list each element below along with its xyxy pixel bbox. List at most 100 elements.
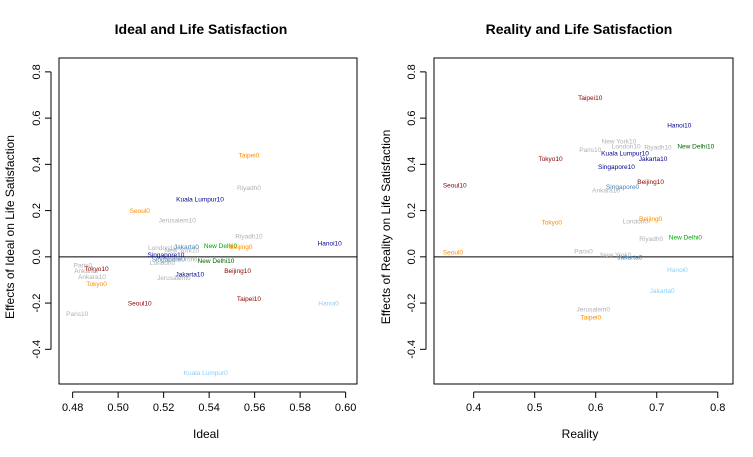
point-label: Beijing10 [224,268,251,275]
x-axis-label-reality: Reality [562,427,599,441]
point-label: London0 [623,219,649,226]
y-tick-label: 0.0 [406,249,418,264]
y-axis-label-reality: Effects of Reality on Life Satisfaction [379,130,393,325]
plot-frame-reality [433,57,734,385]
point-label: Paris0 [74,262,93,269]
y-axis-label-ideal: Effects of Ideal on Life Satisfaction [3,135,17,319]
point-label: Jakarta0 [617,254,642,261]
point-label: Tokyo10 [84,266,109,273]
point-label: New Delhi10 [677,143,714,150]
x-tick-label: 0.52 [153,402,174,414]
point-label: Taipei10 [237,296,262,303]
point-label: Paris0 [574,249,593,256]
point-label: Kuala Lumpur0 [184,370,228,377]
x-tick-label: 0.4 [466,402,481,414]
y-tick-label: 0.6 [406,110,418,125]
point-label: Jerusalem10 [159,217,197,224]
point-label: London10 [148,245,177,252]
y-axis-ideal: -0.4 -0.2 0.0 0.2 0.4 0.6 0.8 [31,64,52,359]
point-label: Singapore10 [598,164,635,171]
y-tick-label: 0.0 [31,249,43,264]
point-label: Seoul10 [443,183,467,190]
point-label: Paris10 [66,311,88,318]
x-tick-label: 0.8 [710,402,725,414]
point-label: Hanoi0 [318,301,339,308]
y-tick-label: 0.6 [31,110,43,125]
point-label: Tokyo0 [541,220,562,227]
x-tick-label: 0.5 [527,402,542,414]
point-label: Tokyo10 [538,156,563,163]
point-label: Taipei10 [578,95,603,102]
point-label: Seoul0 [130,208,151,215]
point-label: Hanoi10 [318,240,343,247]
x-tick-label: 0.54 [198,402,219,414]
point-label: Seoul0 [443,250,464,257]
point-label: Kuala Lumpur10 [176,197,224,204]
x-axis-label-ideal: Ideal [193,427,219,441]
point-label: Jakarta10 [176,272,205,279]
point-label: Singapore10 [147,252,184,259]
point-label: New York0 [600,252,631,259]
point-label: Tokyo0 [86,281,107,288]
points-reality: Taipei10 Hanoi10 New York10 New Delhi10 Riya… [443,95,715,322]
x-tick-label: 0.60 [335,402,356,414]
y-tick-label: 0.2 [31,203,43,218]
point-label: Paris10 [579,147,601,154]
x-axis-ideal: 0.48 0.50 0.52 0.54 0.56 0.58 0.60 [62,391,356,414]
panel-ideal: Ideal and Life Satisfaction 0.48 0.50 0.52… [3,21,358,441]
point-label: Ankara10 [78,274,106,281]
y-tick-label: 0.8 [31,64,43,79]
point-label: Hanoi0 [667,267,688,274]
chart-title-reality: Reality and Life Satisfaction [486,21,673,37]
x-tick-label: 0.58 [289,402,310,414]
point-label: New York10 [602,139,637,146]
point-label: Jerusalem0 [157,275,191,282]
point-label: Beijing0 [639,216,663,223]
point-label: Singapore0 [152,257,186,264]
point-label: New Delhi0 [204,243,238,250]
x-tick-label: 0.48 [62,402,83,414]
y-tick-label: 0.2 [406,203,418,218]
point-label: Ankara10 [592,187,620,194]
point-label: Beijing10 [637,179,664,186]
point-label: Beijing0 [229,244,253,251]
x-axis-reality: 0.4 0.5 0.6 0.7 0.8 [466,391,725,414]
chart-title-ideal: Ideal and Life Satisfaction [115,21,288,37]
x-tick-label: 0.6 [588,402,603,414]
x-tick-label: 0.7 [649,402,664,414]
point-label: London10 [612,143,641,150]
point-label: Taipei0 [239,153,260,160]
point-label: Jakarta10 [639,156,668,163]
y-axis-reality: -0.4 -0.2 0.0 0.2 0.4 0.6 0.8 [406,64,427,359]
point-label: Ankara0 [74,268,99,275]
point-label: Singapore0 [606,184,640,191]
point-label: Jakarta0 [650,288,675,295]
y-tick-label: 0.4 [406,157,418,172]
point-label: Riyadh0 [639,236,663,243]
plot-frame-ideal [58,57,358,385]
point-label: New Delhi10 [198,258,235,265]
y-tick-label: -0.4 [31,340,43,359]
point-label: New York0 [169,257,200,264]
point-label: Riyadh0 [237,185,261,192]
point-label: London0 [150,260,176,267]
point-label: Riyadh10 [235,234,263,241]
y-tick-label: 0.4 [31,157,43,172]
x-tick-label: 0.56 [244,402,265,414]
point-label: Taipei0 [581,314,602,321]
point-label: Jerusalem0 [576,306,610,313]
y-tick-label: -0.4 [406,340,418,359]
panel-reality: Reality and Life Satisfaction 0.4 0.5 0.6 0… [379,21,734,441]
y-tick-label: 0.8 [406,64,418,79]
x-tick-label: 0.50 [107,402,128,414]
point-label: Jakarta0 [174,244,199,251]
point-label: Hanoi10 [667,123,692,130]
point-label: New Delhi0 [669,235,703,242]
y-tick-label: -0.2 [31,294,43,313]
y-tick-label: -0.2 [406,294,418,313]
point-label: New York10 [164,247,199,254]
point-label: Kuala Lumpur10 [601,150,649,157]
point-label: Riyadh10 [644,145,672,152]
point-label: Seoul10 [128,301,152,308]
